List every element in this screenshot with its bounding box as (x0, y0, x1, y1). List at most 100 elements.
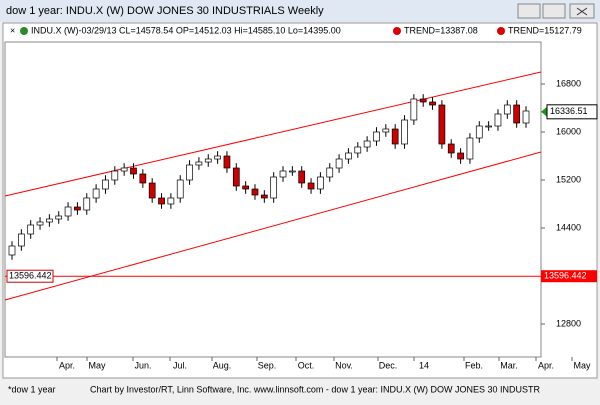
x-tick-label: May (88, 360, 106, 370)
candle-body (64, 206, 72, 217)
x-tick-label: Apr. (538, 360, 554, 370)
candle-body (232, 167, 240, 187)
hline-label-box (6, 269, 54, 283)
candle-body (36, 221, 44, 226)
candle-body (307, 182, 315, 190)
candle-body (410, 98, 418, 121)
y-tick-label: 16000 (556, 126, 581, 136)
status-credit: Chart by Investor/RT, Linn Software, Inc… (90, 384, 540, 394)
y-tick-label: 12800 (556, 318, 581, 328)
candle-body (148, 182, 156, 199)
candle-body (391, 128, 399, 145)
candle-body (260, 194, 268, 199)
candle-body (429, 101, 436, 106)
candle-body (46, 218, 53, 223)
trend-icon (393, 27, 401, 35)
candle-body (102, 179, 109, 190)
candle-body (17, 233, 25, 247)
candle-body (204, 158, 212, 163)
candle-body (139, 173, 147, 184)
candle-body (317, 176, 324, 190)
candle-body (83, 197, 91, 211)
candle-body (494, 113, 502, 127)
candle-body (176, 179, 184, 199)
candle-body (447, 143, 455, 154)
y-tick-label: 16800 (556, 78, 581, 88)
candle-body (74, 206, 81, 211)
status-bar (0, 380, 600, 405)
candle-body (167, 197, 175, 205)
candle-body (475, 125, 483, 139)
candle-body (120, 167, 128, 172)
x-tick-label: Dec. (379, 360, 398, 370)
x-tick-label: Apr. (59, 360, 75, 370)
x-tick-label: Jul. (173, 360, 187, 370)
y-tick-label: 14400 (556, 222, 581, 232)
candle-body (214, 155, 221, 160)
x-tick-label: Feb. (465, 360, 483, 370)
last-price-arrow (541, 106, 547, 117)
candle-body (457, 152, 464, 160)
candle-body (279, 170, 287, 178)
trend-icon (497, 27, 505, 35)
hline-tag (541, 270, 597, 283)
trend-line (4, 151, 542, 301)
panel-close[interactable]: × (10, 25, 15, 35)
x-tick-label: 14 (419, 360, 429, 370)
candle-body (223, 155, 231, 169)
candle-body (373, 131, 380, 142)
title-bar (0, 0, 600, 22)
candle-body (158, 197, 165, 205)
candle-body (92, 188, 100, 199)
candle-body (251, 188, 259, 196)
candle-body (195, 161, 203, 166)
status-tab[interactable]: *dow 1 year (8, 384, 56, 394)
last-price-tag (546, 104, 598, 120)
candle-body (419, 98, 427, 103)
candle-body (438, 104, 446, 145)
candle-body (335, 158, 343, 169)
x-tick-label: Sep. (258, 360, 277, 370)
candle-body (8, 245, 16, 256)
close-icon (576, 7, 588, 16)
x-tick-label: Aug. (213, 360, 232, 370)
candle-body (503, 104, 511, 115)
plot-area (4, 41, 542, 358)
candle-body (513, 104, 521, 124)
candle-body (298, 170, 306, 184)
candle-body (289, 170, 296, 173)
window-title: dow 1 year: INDU.X (W) DOW JONES 30 INDU… (6, 5, 324, 17)
x-tick-label: May (573, 360, 591, 370)
y-tick-label: 15200 (556, 174, 581, 184)
candle-body (345, 152, 352, 160)
candle-body (401, 119, 408, 145)
candle-body (354, 146, 362, 154)
hline-label: 13596.442 (9, 271, 52, 281)
maximize-button[interactable] (542, 3, 566, 19)
candle-body (27, 224, 35, 235)
candle-body (466, 137, 474, 160)
candle-body (55, 215, 63, 220)
trend-info: TREND=13387.08 (404, 25, 478, 35)
candle-body (186, 164, 193, 181)
trend-info: TREND=15127.79 (508, 25, 582, 35)
candle-body (270, 176, 278, 199)
candle-body (130, 167, 137, 175)
symbol-icon (20, 27, 28, 35)
candle-body (326, 167, 334, 178)
hline-tag-label: 13596.442 (544, 271, 587, 281)
candle-body (382, 128, 390, 133)
last-price-label: 16336.51 (550, 106, 588, 116)
x-tick-label: Jun. (134, 360, 151, 370)
candle-body (111, 170, 119, 181)
candle-body (363, 140, 371, 148)
x-tick-label: Nov. (335, 360, 353, 370)
candle-body (242, 185, 249, 190)
x-tick-label: Mar. (500, 360, 518, 370)
trend-line (4, 71, 542, 197)
candle-body (485, 125, 492, 128)
x-tick-label: Oct. (298, 360, 315, 370)
minimize-button[interactable] (517, 3, 541, 19)
